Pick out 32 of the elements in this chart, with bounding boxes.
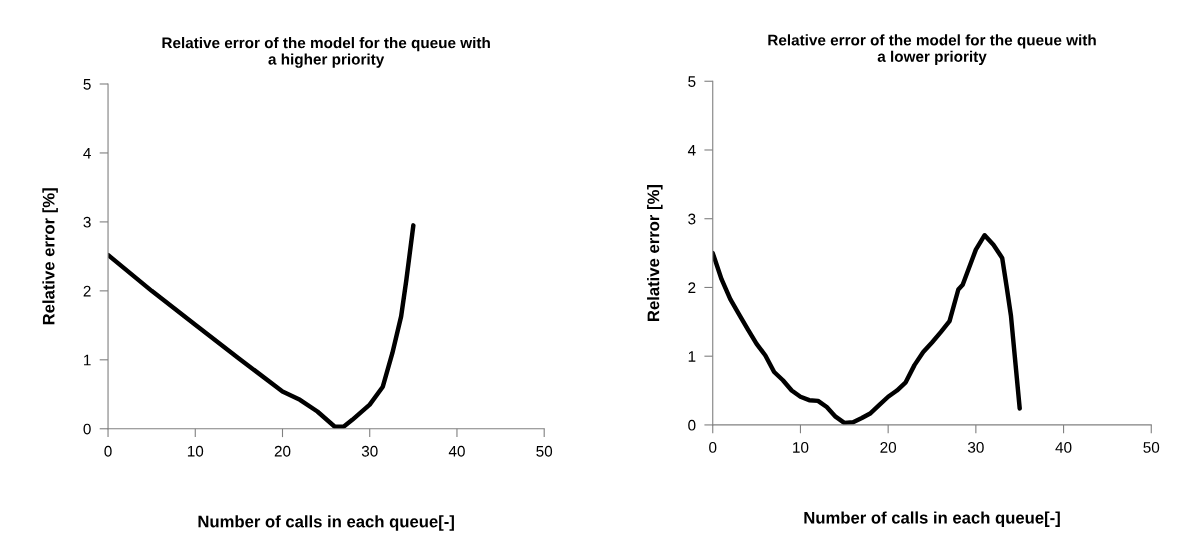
y-axis-title: Relative error [%]	[42, 188, 58, 325]
y-tick-label: 2	[83, 285, 91, 297]
line-series	[108, 223, 416, 429]
y-axis-title: Relative error [%]	[647, 185, 663, 321]
x-tick-label: 50	[1143, 442, 1160, 453]
x-tick-label: 30	[967, 442, 984, 453]
chart-title: Relative error of the model for the queue with a lower priority	[768, 34, 1096, 65]
x-tick-label: 0	[709, 442, 717, 453]
x-axis-title: Number of calls in each queue[-]	[198, 515, 454, 531]
y-tick-label: 2	[688, 282, 696, 293]
x-tick-label: 50	[536, 445, 553, 457]
y-tick-label: 4	[687, 145, 696, 156]
y-tick-label: 3	[688, 213, 696, 225]
x-tick-label: 40	[448, 445, 465, 457]
y-tick-label: 5	[83, 79, 91, 90]
y-tick-label: 1	[688, 351, 696, 362]
x-tick-label: 10	[187, 445, 204, 457]
chart-title: Relative error of the model for the queue with a higher priority	[162, 37, 490, 68]
x-tick-label: 20	[274, 445, 291, 457]
x-tick-label: 0	[104, 445, 112, 457]
line-series	[712, 233, 1022, 425]
y-tick-label: 5	[688, 76, 696, 87]
x-tick-label: 40	[1055, 442, 1072, 453]
x-tick-label: 10	[793, 442, 809, 453]
x-tick-label: 30	[361, 445, 378, 457]
x-tick-label: 20	[880, 442, 897, 453]
y-tick-label: 1	[84, 354, 91, 366]
x-axis-title: Number of calls in each queue[-]	[804, 511, 1060, 527]
y-tick-label: 4	[83, 147, 91, 159]
y-tick-label: 0	[688, 419, 696, 431]
y-tick-label: 3	[83, 216, 91, 228]
y-tick-label: 0	[83, 423, 91, 435]
